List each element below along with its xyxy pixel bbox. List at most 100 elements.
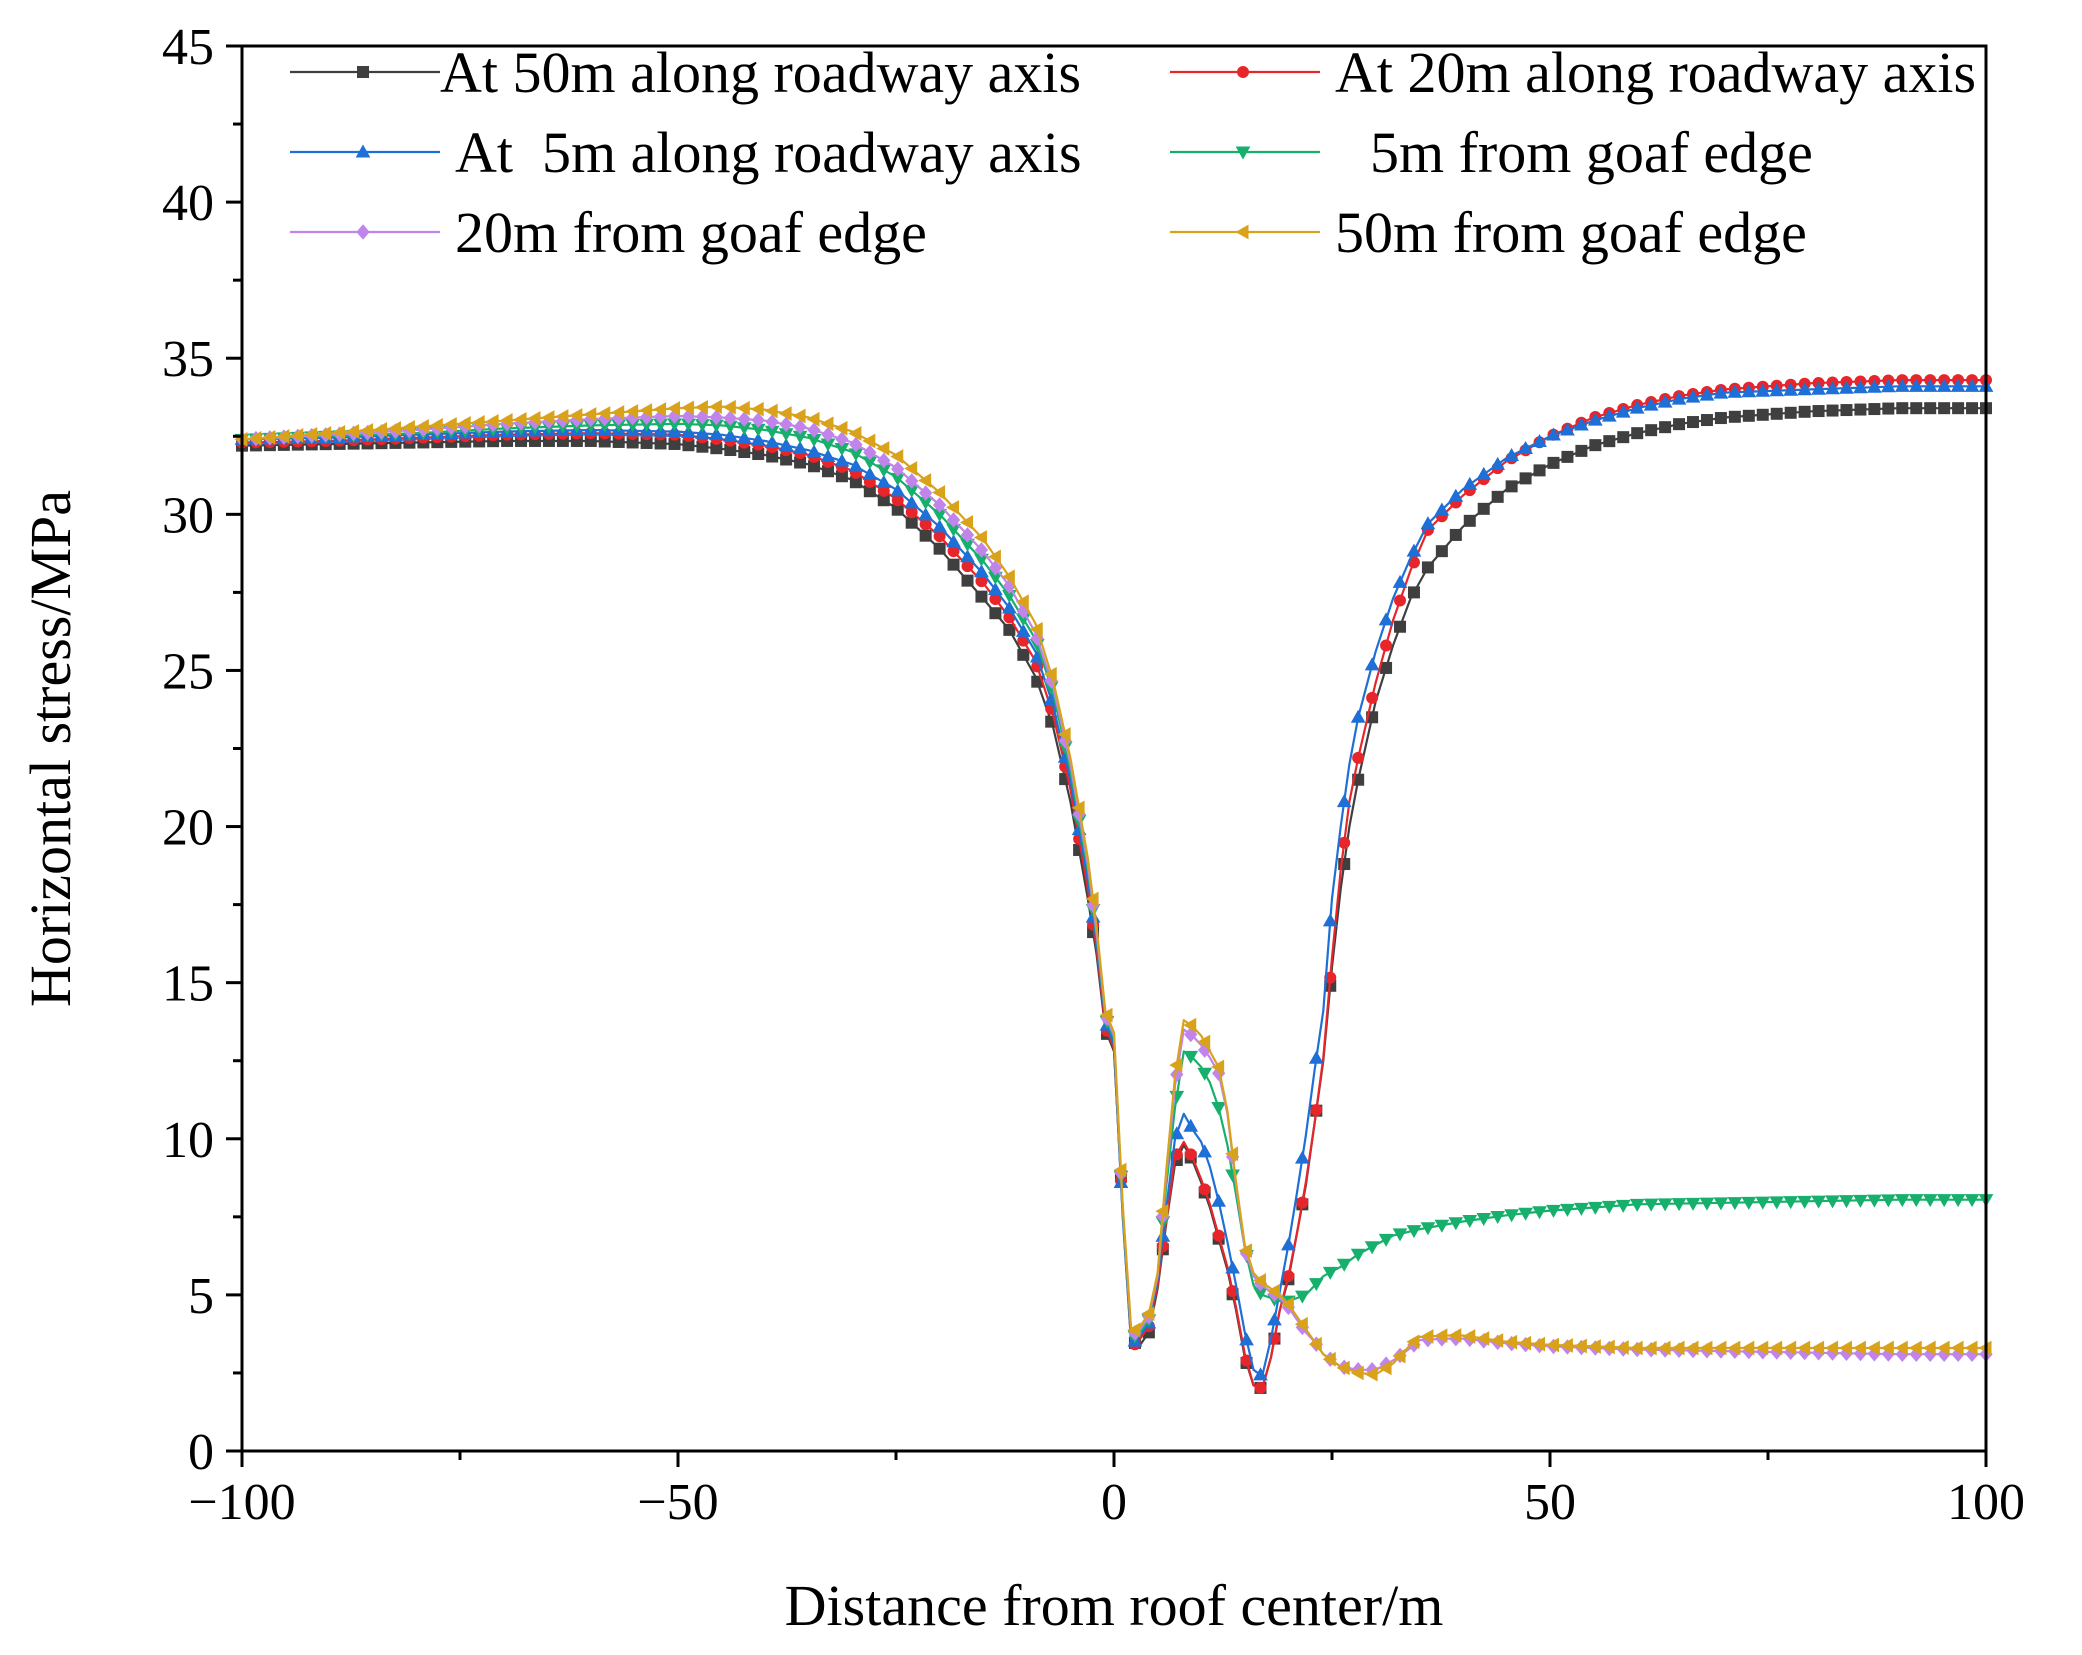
data-point (1406, 1334, 1420, 1350)
legend-marker (1235, 224, 1249, 240)
data-point (1448, 1217, 1464, 1231)
data-point (1392, 1228, 1408, 1242)
data-point (1280, 1296, 1294, 1312)
data-point (1924, 402, 1937, 415)
data-point (695, 425, 710, 439)
data-point (1169, 1126, 1185, 1140)
data-point (1308, 1278, 1324, 1292)
data-point (792, 408, 806, 424)
data-point (318, 426, 332, 441)
data-point (834, 420, 848, 436)
data-point (1615, 1199, 1631, 1213)
data-point (1001, 569, 1015, 585)
data-point (1699, 387, 1715, 401)
data-point (1322, 1351, 1336, 1367)
data-point (736, 430, 752, 444)
data-point (1936, 1194, 1952, 1208)
data-point (1434, 502, 1450, 516)
data-point (1770, 407, 1783, 420)
data-point (1225, 1146, 1239, 1162)
axes-layer: −100 −50 0 50 100 0 5 10 15 20 25 30 35 40 45 Distance… (18, 19, 2025, 1638)
data-point (1756, 408, 1769, 421)
data-point (974, 564, 989, 578)
data-point (1380, 661, 1393, 674)
data-point (1657, 394, 1673, 408)
x-tick-label: −100 (188, 1474, 295, 1531)
data-point (1825, 381, 1840, 395)
data-point (1043, 666, 1057, 682)
data-point (1880, 1194, 1896, 1208)
data-point (1406, 1225, 1422, 1239)
data-point (1505, 480, 1518, 493)
data-point (1629, 1198, 1645, 1212)
data-point (1184, 1148, 1197, 1161)
data-point (485, 414, 499, 429)
data-point (332, 425, 346, 440)
data-point (835, 431, 849, 447)
data-point (1687, 416, 1700, 429)
x-tick-label: 0 (1101, 1474, 1127, 1531)
data-point (1603, 435, 1616, 448)
data-point (1964, 1340, 1978, 1356)
data-point (1212, 1229, 1225, 1242)
data-point (1183, 1050, 1199, 1064)
data-point (1015, 594, 1029, 610)
data-point (1657, 1340, 1671, 1356)
data-point (1938, 402, 1951, 415)
data-point (1882, 402, 1895, 415)
data-point (1699, 1340, 1713, 1356)
data-point (709, 426, 724, 440)
legend-marker (357, 66, 369, 78)
data-point (1575, 444, 1588, 457)
data-point (1310, 1104, 1323, 1117)
data-point (1462, 1215, 1478, 1229)
data-point (1950, 378, 1966, 392)
data-point (1266, 1283, 1280, 1299)
data-point (1727, 1197, 1743, 1211)
data-point (625, 404, 639, 419)
data-point (1811, 1340, 1825, 1356)
data-point (1797, 1340, 1811, 1356)
data-point (1589, 439, 1602, 452)
data-point (1198, 1183, 1211, 1196)
data-point (248, 431, 262, 446)
data-point (876, 474, 892, 488)
data-point (1922, 1340, 1936, 1356)
data-point (1197, 1034, 1211, 1050)
data-point (666, 401, 681, 416)
data-point (1741, 384, 1757, 398)
data-point (1643, 1340, 1657, 1356)
series-6 (234, 399, 1992, 1382)
data-point (1573, 1338, 1587, 1354)
data-point (1867, 379, 1882, 393)
legend-marker (355, 144, 371, 158)
data-point (1713, 1340, 1727, 1356)
x-tick-label: 100 (1947, 1474, 2025, 1531)
data-point (722, 399, 736, 415)
data-point (932, 485, 946, 500)
data-point (764, 403, 778, 419)
data-point (1713, 385, 1729, 399)
data-point (1057, 727, 1071, 742)
data-point (1294, 1150, 1310, 1164)
data-point (1853, 380, 1868, 394)
data-point (374, 422, 388, 437)
y-axis-title: Horizontal stress/MPa (18, 490, 83, 1007)
data-point (1350, 709, 1366, 723)
data-point (1728, 410, 1741, 423)
data-point (1462, 476, 1478, 490)
data-point (1629, 400, 1645, 414)
data-point (471, 415, 485, 430)
data-point (1769, 383, 1785, 397)
data-point (1448, 1328, 1462, 1343)
data-point (1615, 404, 1631, 418)
data-point (1826, 404, 1839, 417)
data-point (1769, 1196, 1785, 1210)
data-point (1852, 1340, 1866, 1356)
data-point (1336, 1258, 1352, 1272)
data-point (1518, 1207, 1533, 1221)
data-point (1546, 427, 1561, 441)
data-point (1643, 1198, 1659, 1212)
data-point (1392, 574, 1408, 588)
data-point (1197, 1067, 1213, 1081)
